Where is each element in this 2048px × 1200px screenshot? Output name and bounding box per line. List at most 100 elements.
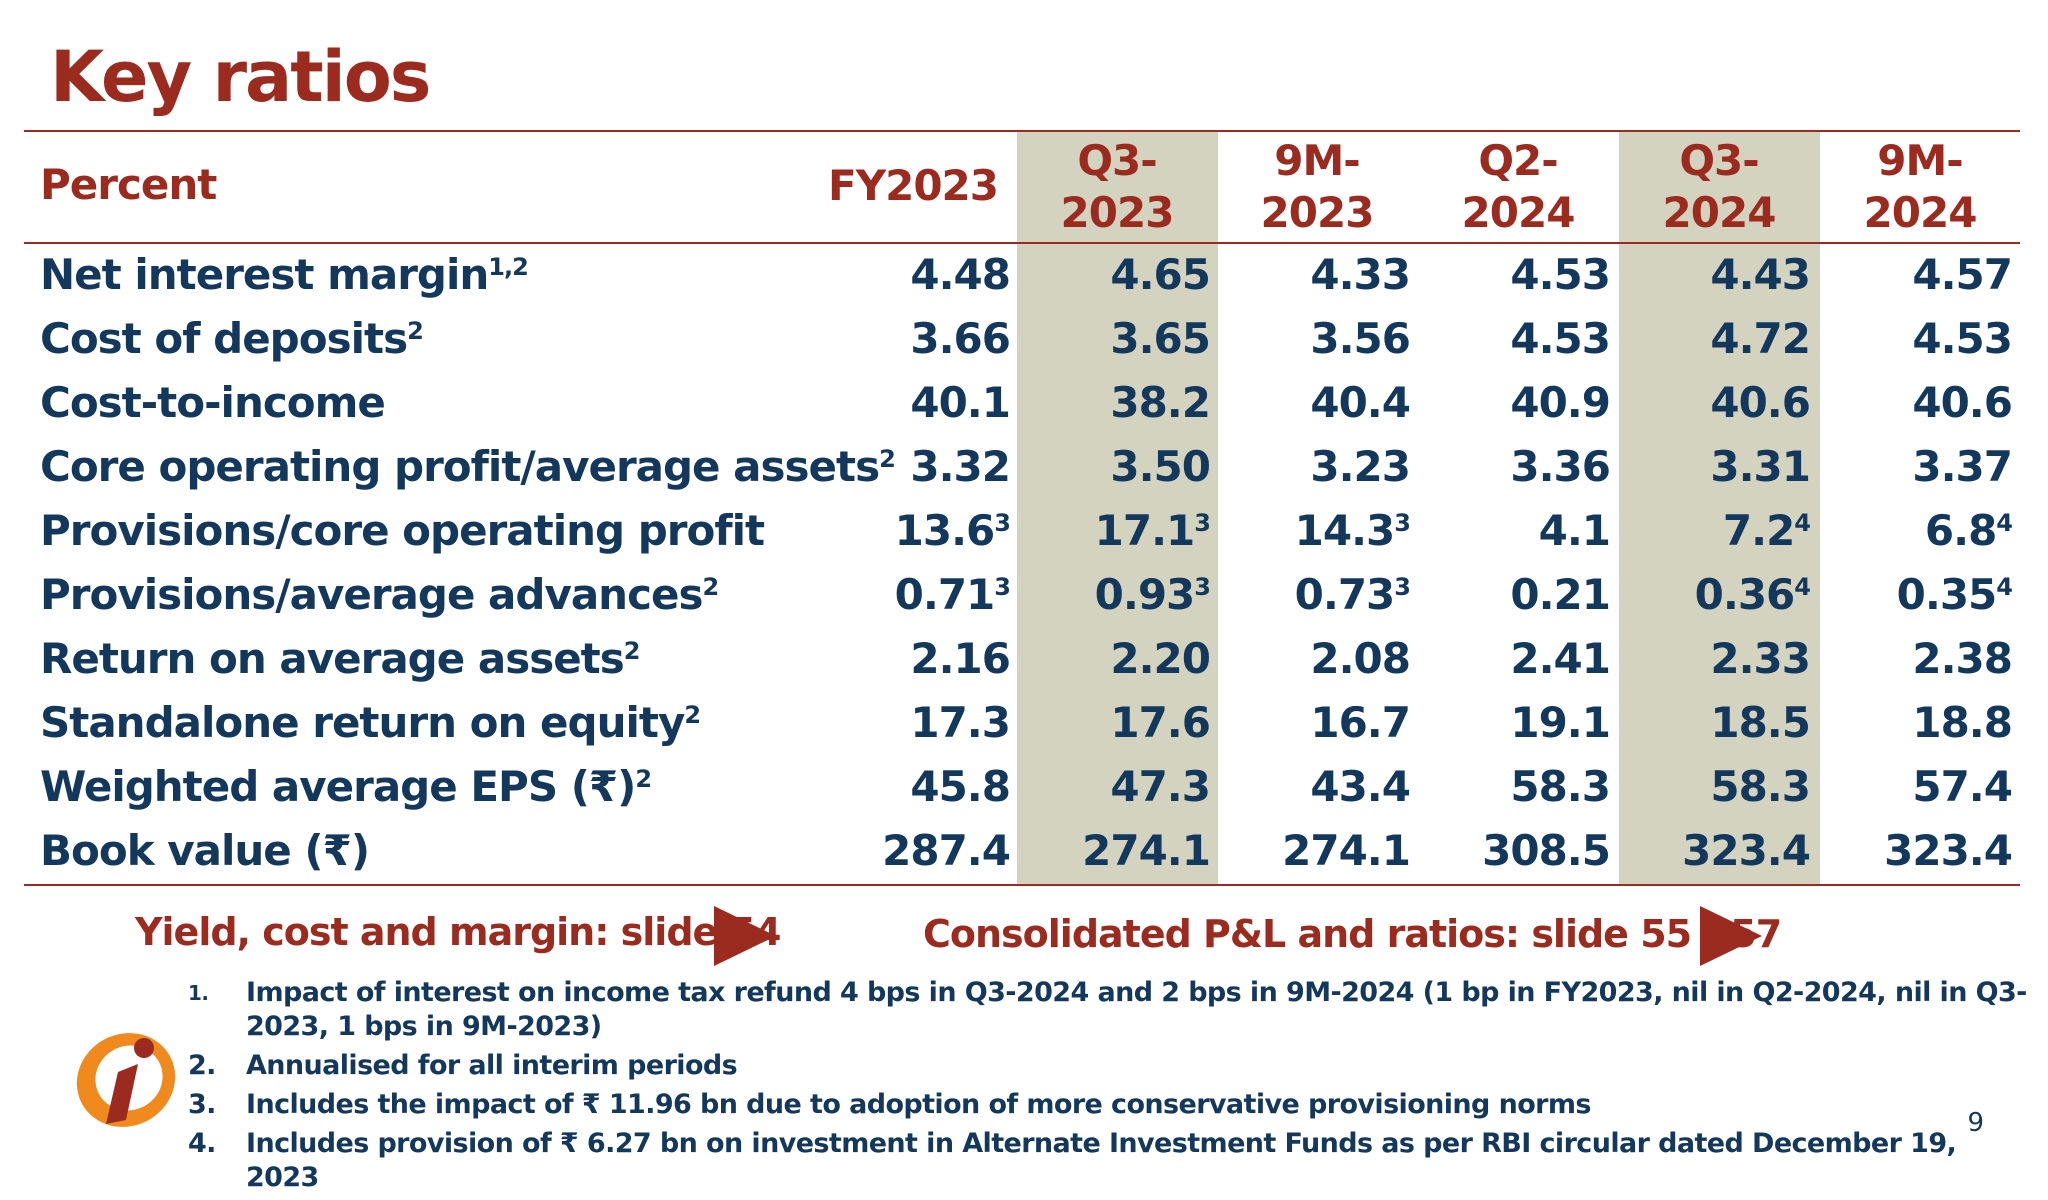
cell-value: 4.1 (1538, 506, 1611, 555)
footnote-number: 3. (188, 1089, 216, 1120)
cell-value: 2.33 (1710, 634, 1811, 683)
cell-value: 2.16 (910, 634, 1011, 683)
cell-value: 308.5 (1482, 826, 1611, 875)
table-cell: 6.84 (1816, 506, 2013, 555)
footnote-ref: 4 (1996, 509, 2013, 537)
footnote-ref: 2 (623, 637, 641, 665)
row-label-text: Standalone return on equity (40, 698, 685, 747)
table-cell: 4.1 (1414, 506, 1611, 555)
column-header: 9M- 2023 (1260, 136, 1375, 237)
table-cell: 17.3 (814, 698, 1011, 747)
cell-value: 40.9 (1510, 378, 1611, 427)
link-consolidated-pl[interactable]: Consolidated P&L and ratios: slide 55 - … (923, 912, 1782, 956)
footnote-ref: 2 (879, 445, 896, 473)
footnote-4: 4. Includes provision of ₹ 6.27 bn on in… (188, 1127, 2028, 1195)
table-cell: 274.1 (1014, 826, 1211, 875)
table-cell: 2.08 (1214, 634, 1411, 683)
table-cell: 18.5 (1614, 698, 1811, 747)
cell-value: 18.5 (1710, 698, 1811, 747)
footnote-ref: 3 (1394, 509, 1411, 537)
cell-value: 0.73 (1294, 570, 1396, 619)
cell-value: 323.4 (1682, 826, 1811, 875)
footnote-ref: 4 (1996, 573, 2013, 601)
table-cell: 4.53 (1816, 314, 2013, 363)
table-cell: 3.37 (1816, 442, 2013, 491)
footnote-ref: 3 (1194, 509, 1211, 537)
cell-value: 4.48 (910, 250, 1011, 299)
table-cell: 4.53 (1414, 314, 1611, 363)
row-label: Book value (₹) (40, 826, 370, 875)
cell-value: 7.2 (1722, 506, 1795, 555)
row-label: Core operating profit/average assets2 (40, 442, 896, 491)
cell-value: 287.4 (882, 826, 1011, 875)
table-cell: 2.33 (1614, 634, 1811, 683)
row-label: Weighted average EPS (₹)2 (40, 762, 652, 811)
row-label-text: Core operating profit/average assets (40, 442, 880, 491)
cell-value: 3.66 (910, 314, 1011, 363)
cell-value: 47.3 (1110, 762, 1211, 811)
table-cell: 0.713 (814, 570, 1011, 619)
table-top-rule (24, 130, 2020, 132)
cell-value: 2.20 (1110, 634, 1211, 683)
table-cell: 47.3 (1014, 762, 1211, 811)
table-cell: 40.9 (1414, 378, 1611, 427)
table-cell: 57.4 (1816, 762, 2013, 811)
footnote-ref: 1,2 (488, 253, 529, 281)
footnote-1: 1. Impact of interest on income tax refu… (188, 976, 2028, 1044)
bank-logo-icon (76, 1033, 176, 1127)
cell-value: 4.57 (1912, 250, 2013, 299)
row-label-text: Cost-to-income (40, 378, 386, 427)
table-cell: 3.66 (814, 314, 1011, 363)
table-cell: 16.7 (1214, 698, 1411, 747)
cell-value: 274.1 (1282, 826, 1411, 875)
table-cell: 45.8 (814, 762, 1011, 811)
table-cell: 19.1 (1414, 698, 1611, 747)
table-cell: 0.933 (1014, 570, 1211, 619)
table-cell: 38.2 (1014, 378, 1211, 427)
row-label: Provisions/average advances2 (40, 570, 719, 619)
cell-value: 4.53 (1912, 314, 2013, 363)
cell-value: 3.36 (1510, 442, 1611, 491)
column-header: Q3- 2024 (1662, 136, 1777, 237)
footnote-3: 3. Includes the impact of ₹ 11.96 bn due… (188, 1088, 2028, 1122)
cell-value: 40.6 (1912, 378, 2013, 427)
table-cell: 2.20 (1014, 634, 1211, 683)
row-label: Cost of deposits2 (40, 314, 424, 363)
table-cell: 2.41 (1414, 634, 1611, 683)
cell-value: 0.35 (1896, 570, 1998, 619)
table-cell: 308.5 (1414, 826, 1611, 875)
footnote-ref: 3 (994, 509, 1011, 537)
table-cell: 3.32 (814, 442, 1011, 491)
table-header-rule (24, 242, 2020, 244)
row-label-text: Provisions/average advances (40, 570, 703, 619)
cell-value: 3.23 (1310, 442, 1411, 491)
cell-value: 3.32 (910, 442, 1011, 491)
cell-value: 2.08 (1310, 634, 1411, 683)
link-yield-cost-margin[interactable]: Yield, cost and margin: slide 54 (135, 910, 781, 954)
footnote-ref: 4 (1794, 573, 1811, 601)
cell-value: 57.4 (1912, 762, 2013, 811)
cell-value: 3.31 (1710, 442, 1811, 491)
table-label-header: Percent (40, 160, 217, 209)
slide: Key ratios Percent FY2023 Q3- 2023 9M- 2… (24, 36, 2028, 1193)
cell-value: 40.6 (1710, 378, 1811, 427)
footnote-number: 1. (188, 981, 209, 1005)
footnote-ref: 3 (994, 573, 1011, 601)
table-cell: 14.33 (1214, 506, 1411, 555)
footnote-text: Includes the impact of ₹ 11.96 bn due to… (246, 1089, 1591, 1120)
column-header: FY2023 (828, 161, 999, 210)
cell-value: 3.56 (1310, 314, 1411, 363)
footnote-ref: 2 (702, 573, 719, 601)
table-cell: 4.53 (1414, 250, 1611, 299)
cell-value: 0.93 (1094, 570, 1196, 619)
cell-value: 4.43 (1710, 250, 1811, 299)
cell-value: 3.37 (1912, 442, 2013, 491)
footnote-2: 2. Annualised for all interim periods (188, 1049, 2028, 1083)
footnote-text: Impact of interest on income tax refund … (246, 977, 2027, 1042)
row-label-text: Weighted average EPS (₹) (40, 762, 636, 811)
table-cell: 0.354 (1816, 570, 2013, 619)
cell-value: 17.6 (1110, 698, 1211, 747)
table-cell: 323.4 (1816, 826, 2013, 875)
table-cell: 17.6 (1014, 698, 1211, 747)
table-cell: 0.733 (1214, 570, 1411, 619)
